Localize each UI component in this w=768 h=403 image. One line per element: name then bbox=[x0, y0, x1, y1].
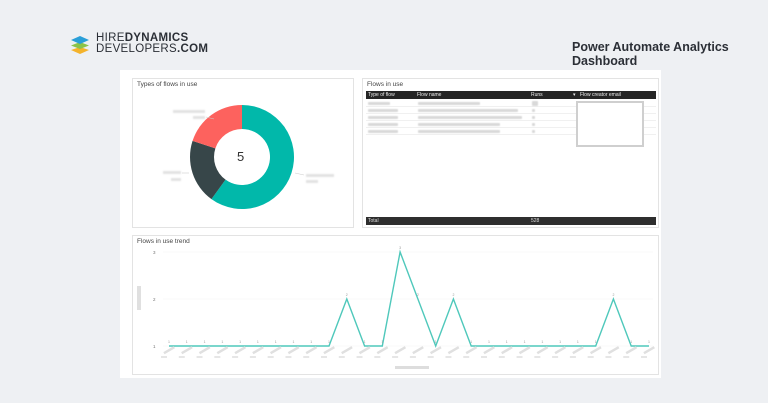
trend-line[interactable] bbox=[169, 249, 649, 348]
page-title: Power Automate Analytics Dashboard bbox=[572, 40, 729, 68]
column-runs[interactable]: Runs bbox=[531, 92, 543, 98]
panel-title: Flows in use bbox=[367, 81, 404, 88]
table-row[interactable] bbox=[366, 107, 656, 114]
svg-text:1: 1 bbox=[470, 340, 472, 344]
donut-center-value: 5 bbox=[237, 149, 245, 164]
brand-text-2: DEVELOPERS bbox=[96, 43, 177, 55]
svg-text:2: 2 bbox=[612, 293, 614, 297]
svg-text:1: 1 bbox=[221, 340, 223, 344]
blurred-label bbox=[173, 110, 205, 113]
blurred-label bbox=[306, 180, 318, 183]
svg-text:1: 1 bbox=[153, 344, 156, 349]
table-row[interactable] bbox=[366, 121, 656, 128]
svg-text:1: 1 bbox=[381, 340, 383, 344]
svg-text:1: 1 bbox=[541, 340, 543, 344]
blurred-label bbox=[171, 178, 181, 181]
table-header: Type of flow Flow name Runs ▾ Flow creat… bbox=[366, 91, 656, 99]
svg-text:3: 3 bbox=[399, 246, 401, 250]
total-runs-value: 528 bbox=[531, 218, 540, 224]
column-flow-name[interactable]: Flow name bbox=[417, 92, 442, 98]
svg-text:1: 1 bbox=[204, 340, 206, 344]
svg-text:1: 1 bbox=[524, 340, 526, 344]
svg-text:1: 1 bbox=[506, 340, 508, 344]
table-row[interactable] bbox=[366, 100, 656, 107]
donut-segment-red[interactable] bbox=[192, 105, 242, 149]
panel-title: Types of flows in use bbox=[137, 81, 198, 88]
svg-text:1: 1 bbox=[275, 340, 277, 344]
svg-text:1: 1 bbox=[559, 340, 561, 344]
table-row[interactable] bbox=[366, 128, 656, 135]
donut-segment-teal[interactable] bbox=[211, 105, 295, 209]
blurred-label bbox=[306, 174, 334, 177]
brand-logo: HIREDYNAMICS DEVELOPERS.COM bbox=[70, 32, 209, 55]
panel-title: Flows in use trend bbox=[137, 238, 190, 245]
donut-segment-dark[interactable] bbox=[190, 140, 226, 200]
column-type-of-flow[interactable]: Type of flow bbox=[368, 92, 395, 98]
svg-text:1: 1 bbox=[310, 340, 312, 344]
types-of-flows-panel[interactable]: Types of flows in use 5 bbox=[132, 78, 354, 228]
svg-text:1: 1 bbox=[239, 340, 241, 344]
svg-text:1: 1 bbox=[328, 340, 330, 344]
brand-text-1-bold: DYNAMICS bbox=[124, 32, 189, 44]
svg-text:1: 1 bbox=[168, 340, 170, 344]
table-total-row: Total 528 bbox=[366, 217, 656, 225]
svg-text:1: 1 bbox=[435, 340, 437, 344]
total-label: Total bbox=[368, 218, 379, 224]
dashboard-canvas: Types of flows in use 5 Flows in use bbox=[120, 70, 661, 378]
svg-text:2: 2 bbox=[417, 293, 419, 297]
svg-text:1: 1 bbox=[595, 340, 597, 344]
redacted-email-box bbox=[576, 101, 644, 147]
svg-text:1: 1 bbox=[292, 340, 294, 344]
layers-logo-icon bbox=[71, 36, 89, 54]
svg-text:1: 1 bbox=[577, 340, 579, 344]
blurred-label bbox=[163, 171, 181, 174]
sort-desc-icon[interactable]: ▾ bbox=[573, 92, 576, 98]
svg-text:2: 2 bbox=[346, 293, 348, 297]
brand-text-2-bold: .COM bbox=[176, 43, 209, 55]
svg-text:2: 2 bbox=[452, 293, 454, 297]
svg-text:1: 1 bbox=[186, 340, 188, 344]
svg-text:2: 2 bbox=[153, 297, 156, 302]
table-row[interactable] bbox=[366, 114, 656, 121]
page-title-line1: Power Automate Analytics bbox=[572, 40, 729, 54]
page-title-line2: Dashboard bbox=[572, 54, 638, 68]
blurred-label bbox=[193, 116, 205, 119]
brand-text-1: HIRE bbox=[96, 32, 125, 44]
svg-text:1: 1 bbox=[488, 340, 490, 344]
flows-in-use-panel[interactable]: Flows in use Type of flow Flow name Runs… bbox=[362, 78, 659, 228]
column-flow-creator-email[interactable]: Flow creator email bbox=[580, 92, 621, 98]
svg-text:1: 1 bbox=[364, 340, 366, 344]
svg-text:1: 1 bbox=[648, 340, 650, 344]
svg-text:3: 3 bbox=[153, 250, 156, 255]
line-chart[interactable]: 1 2 3 1 1 1 1 1 1 1 1 1 1 2 1 1 3 2 1 2 1 1 1 1 1 1 1 1 2 1 1 bbox=[133, 236, 660, 376]
svg-text:1: 1 bbox=[630, 340, 632, 344]
svg-text:1: 1 bbox=[257, 340, 259, 344]
donut-chart[interactable] bbox=[133, 79, 355, 229]
